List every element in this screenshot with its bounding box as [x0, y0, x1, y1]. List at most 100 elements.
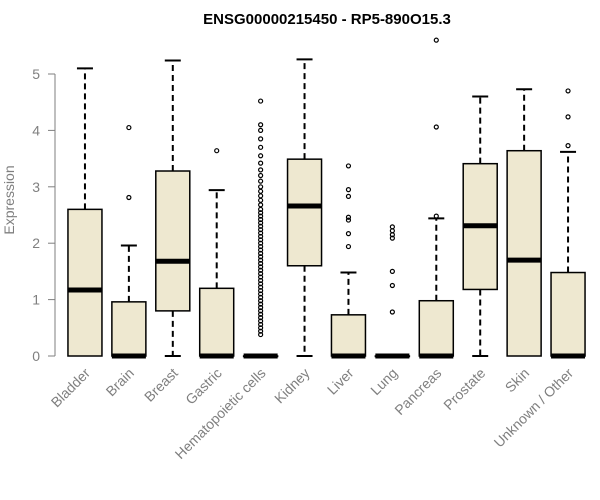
outlier-point: [258, 321, 264, 328]
outlier-point: [389, 224, 395, 230]
outlier-point: [258, 184, 264, 190]
outlier-point: [258, 153, 264, 159]
outlier-point: [258, 308, 264, 314]
outlier-point: [258, 294, 264, 300]
outlier-point: [258, 304, 264, 311]
x-tick-label: Gastric: [182, 365, 225, 408]
outlier-point: [258, 257, 264, 263]
box-prostate: [462, 95, 498, 357]
outlier-point: [258, 274, 264, 280]
outlier-point: [565, 88, 571, 94]
outlier-point: [258, 144, 264, 150]
y-axis: 0 1 2 3 4 5: [32, 66, 56, 364]
x-tick-label: Kidney: [271, 365, 313, 407]
box-iqr: [111, 301, 147, 357]
y-tick-label: 0: [32, 348, 40, 364]
box-iqr: [550, 271, 586, 357]
outlier-point: [258, 311, 264, 317]
outlier-point: [258, 98, 264, 104]
outlier-point: [565, 143, 571, 149]
box-gastric: [198, 148, 235, 359]
chart-title: ENSG00000215450 - RP5-890O15.3: [203, 11, 451, 28]
outlier-point: [258, 233, 264, 240]
outlier-point: [258, 277, 264, 284]
outlier-point: [258, 197, 264, 203]
outlier-point: [258, 260, 264, 267]
outlier-point: [258, 127, 264, 133]
box-iqr: [506, 149, 542, 357]
outlier-point: [345, 214, 352, 220]
outlier-point: [258, 281, 264, 287]
outlier-point: [258, 210, 264, 216]
y-tick-label: 1: [32, 292, 40, 308]
outlier-point: [258, 193, 264, 199]
x-tick-label: Pancreas: [391, 365, 444, 418]
outlier-point: [258, 188, 264, 194]
box-unknown-other: [550, 88, 586, 359]
y-tick-label: 2: [32, 235, 40, 251]
outlier-point: [258, 331, 264, 338]
box-iqr: [286, 158, 323, 267]
outlier-point: [389, 268, 395, 274]
outlier-point: [214, 148, 220, 154]
outlier-point: [345, 163, 352, 169]
outlier-point: [433, 124, 439, 130]
outlier-point: [433, 37, 439, 43]
box-iqr: [330, 314, 367, 357]
outlier-point: [258, 328, 264, 334]
outlier-point: [258, 136, 264, 142]
outlier-point: [258, 298, 264, 304]
y-axis-label: Expression: [1, 165, 17, 234]
outlier-point: [258, 202, 264, 208]
x-tick-label: Lung: [367, 365, 400, 398]
outlier-point: [258, 284, 264, 290]
outlier-point: [258, 264, 264, 270]
x-tick-label: Unknown / Other: [491, 365, 577, 451]
box-brain: [111, 124, 147, 359]
outlier-point: [389, 282, 395, 289]
outlier-point: [389, 235, 395, 241]
outlier-point: [258, 315, 264, 321]
outlier-point: [126, 124, 132, 131]
outlier-point: [345, 217, 352, 223]
x-tick-label: Brain: [103, 365, 137, 399]
box-liver: [330, 163, 367, 359]
outlier-point: [258, 271, 264, 277]
outlier-point: [258, 227, 264, 233]
outlier-point: [258, 216, 264, 223]
box-hematopoietic-cells: [242, 98, 279, 359]
x-tick-label: Prostate: [440, 365, 488, 413]
outlier-point: [258, 287, 264, 294]
y-tick-label: 4: [32, 122, 40, 138]
box-pancreas: [418, 37, 455, 359]
box-lung: [374, 224, 411, 359]
boxes-layer: [67, 37, 586, 359]
box-iqr: [155, 170, 191, 312]
outlier-point: [258, 220, 264, 226]
outlier-point: [565, 114, 571, 120]
outlier-point: [258, 230, 264, 236]
x-tick-label: Bladder: [48, 365, 94, 411]
box-bladder: [67, 67, 103, 357]
outlier-point: [258, 291, 264, 297]
outlier-point: [258, 213, 264, 219]
x-tick-label: Skin: [502, 365, 533, 396]
box-iqr: [67, 208, 103, 357]
x-tick-label: Liver: [324, 365, 357, 398]
outlier-point: [258, 301, 264, 307]
outlier-point: [258, 318, 264, 324]
outlier-point: [126, 194, 132, 201]
box-kidney: [286, 58, 323, 357]
outlier-point: [258, 254, 264, 260]
outlier-point: [258, 172, 264, 179]
outlier-point: [258, 267, 264, 273]
outlier-point: [433, 213, 439, 219]
outlier-point: [258, 223, 264, 229]
outlier-point: [258, 250, 264, 256]
outlier-point: [258, 247, 264, 253]
y-tick-label: 3: [32, 179, 40, 195]
outlier-point: [258, 240, 264, 246]
box-iqr: [418, 299, 455, 357]
box-skin: [506, 88, 542, 357]
